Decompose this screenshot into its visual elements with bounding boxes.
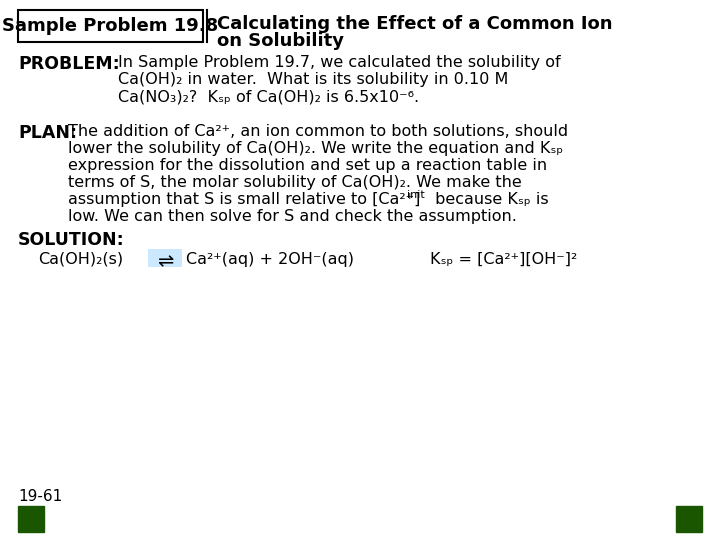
Text: ⇌: ⇌ [157,252,174,271]
FancyBboxPatch shape [148,249,182,267]
Text: terms of S, the molar solubility of Ca(OH)₂. We make the: terms of S, the molar solubility of Ca(O… [68,175,522,190]
Text: Sample Problem 19.8: Sample Problem 19.8 [2,17,219,35]
Text: SOLUTION:: SOLUTION: [18,231,125,249]
Text: 19-61: 19-61 [18,489,62,504]
FancyBboxPatch shape [18,10,203,42]
Bar [18,506,44,532]
Text: assumption that S is small relative to [Ca²⁺]: assumption that S is small relative to [… [68,192,420,207]
Text: because Kₛₚ is: because Kₛₚ is [430,192,549,207]
Text: Ca(OH)₂(s): Ca(OH)₂(s) [38,252,123,267]
Text: Calculating the Effect of a Common Ion: Calculating the Effect of a Common Ion [217,15,613,33]
Bar [676,506,702,532]
Text: low. We can then solve for S and check the assumption.: low. We can then solve for S and check t… [68,209,517,224]
Text: PROBLEM:: PROBLEM: [18,55,120,73]
Text: lower the solubility of Ca(OH)₂. We write the equation and Kₛₚ: lower the solubility of Ca(OH)₂. We writ… [68,141,563,156]
Text: init: init [407,190,425,200]
Text: Ca(NO₃)₂?  Kₛₚ of Ca(OH)₂ is 6.5x10⁻⁶.: Ca(NO₃)₂? Kₛₚ of Ca(OH)₂ is 6.5x10⁻⁶. [118,89,419,104]
Text: expression for the dissolution and set up a reaction table in: expression for the dissolution and set u… [68,158,547,173]
Text: Kₛₚ = [Ca²⁺][OH⁻]²: Kₛₚ = [Ca²⁺][OH⁻]² [430,252,577,267]
Text: In Sample Problem 19.7, we calculated the solubility of: In Sample Problem 19.7, we calculated th… [118,55,561,70]
Text: PLAN:: PLAN: [18,124,77,142]
Text: Ca²⁺(aq) + 2OH⁻(aq): Ca²⁺(aq) + 2OH⁻(aq) [186,252,354,267]
Text: on Solubility: on Solubility [217,32,344,50]
Text: Ca(OH)₂ in water.  What is its solubility in 0.10 Μ: Ca(OH)₂ in water. What is its solubility… [118,72,508,87]
Text: The addition of Ca²⁺, an ion common to both solutions, should: The addition of Ca²⁺, an ion common to b… [68,124,568,139]
